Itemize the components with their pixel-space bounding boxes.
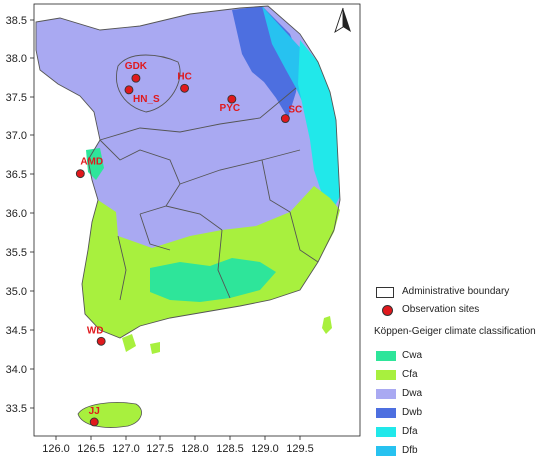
site-marker-hn_s — [124, 85, 134, 95]
legend-class-swatch — [376, 408, 396, 418]
y-tick-label: 36.0 — [6, 208, 27, 220]
y-tick-label: 38.0 — [6, 53, 27, 65]
site-marker-amd — [75, 169, 85, 179]
legend-class-label: Cfa — [402, 369, 418, 380]
x-tick-label: 129.5 — [286, 443, 314, 455]
legend-class-swatch — [376, 446, 396, 456]
site-marker-jj — [89, 417, 99, 427]
site-label-gdk: GDK — [125, 61, 148, 72]
land-islands-ulleung — [322, 316, 332, 334]
land-dfa — [298, 40, 340, 212]
legend-class-swatch — [376, 389, 396, 399]
y-tick-label: 35.5 — [6, 247, 27, 259]
x-tick-label: 126.0 — [42, 443, 70, 455]
legend-admin-boundary-label: Administrative boundary — [402, 286, 510, 297]
x-axis-labels: 126.0 126.5 127.0 127.5 128.0 128.5 129.… — [42, 443, 314, 455]
y-axis-labels: 38.5 38.0 37.5 37.0 36.5 36.0 35.5 35.0 … — [6, 15, 27, 415]
legend-class-swatch — [376, 370, 396, 380]
legend-class-label: Dwa — [402, 388, 423, 399]
legend-class-label: Dwb — [402, 407, 423, 418]
x-tick-label: 127.5 — [146, 443, 174, 455]
admin-boundaries — [35, 5, 341, 339]
observation-sites-layer: GDK HC HN_S PYC SC AMD WD JJ — [75, 61, 302, 427]
site-marker-pyc — [227, 94, 237, 104]
land-layer — [36, 6, 340, 428]
legend-class-swatch — [376, 351, 396, 361]
y-tick-label: 33.5 — [6, 403, 27, 415]
site-label-jj: JJ — [89, 406, 100, 417]
x-tick-label: 129.0 — [251, 443, 279, 455]
x-tick-label: 126.5 — [77, 443, 105, 455]
site-label-hc: HC — [177, 71, 191, 82]
north-arrow-icon — [334, 7, 351, 34]
land-islands-south — [122, 334, 136, 352]
site-marker-sc — [280, 114, 290, 124]
legend-classification-title: Köppen-Geiger climate classification — [374, 326, 536, 337]
y-tick-label: 36.5 — [6, 169, 27, 181]
legend-class-swatch — [376, 427, 396, 437]
site-label-wd: WD — [87, 325, 104, 336]
y-tick-label: 34.5 — [6, 325, 27, 337]
legend-admin-boundary-swatch — [376, 287, 394, 298]
site-marker-gdk — [131, 73, 141, 83]
site-marker-wd — [96, 336, 106, 346]
axis-ticks — [30, 19, 301, 440]
y-tick-label: 35.0 — [6, 286, 27, 298]
legend-class-label: Dfb — [402, 445, 418, 456]
x-tick-label: 128.0 — [181, 443, 209, 455]
site-marker-hc — [180, 83, 190, 93]
y-tick-label: 34.0 — [6, 364, 27, 376]
site-label-hn_s: HN_S — [133, 94, 160, 105]
y-tick-label: 37.5 — [6, 92, 27, 104]
land-cwa-south — [150, 258, 276, 302]
x-tick-label: 128.5 — [216, 443, 244, 455]
x-tick-label: 127.0 — [112, 443, 140, 455]
y-tick-label: 37.0 — [6, 130, 27, 142]
y-tick-label: 38.5 — [6, 15, 27, 27]
legend-site-marker-icon — [382, 305, 393, 316]
land-islands-south-2 — [150, 342, 160, 354]
site-label-pyc: PYC — [220, 103, 241, 114]
legend-class-label: Dfa — [402, 426, 418, 437]
site-label-sc: SC — [288, 105, 302, 116]
land-cfa-south — [82, 186, 340, 338]
legend-class-label: Cwa — [402, 350, 423, 361]
site-label-amd: AMD — [80, 157, 103, 168]
legend-observation-sites-label: Observation sites — [402, 304, 480, 315]
